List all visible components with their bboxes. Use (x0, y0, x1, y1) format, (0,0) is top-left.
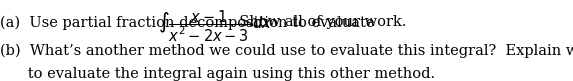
Text: . Show all of your work.: . Show all of your work. (230, 15, 407, 29)
Text: (b)  What’s another method we could use to evaluate this integral?  Explain why.: (b) What’s another method we could use t… (0, 43, 573, 58)
Text: to evaluate the integral again using this other method.: to evaluate the integral again using thi… (0, 67, 435, 81)
Text: (a)  Use partial fraction decomposition to evaluate: (a) Use partial fraction decomposition t… (0, 15, 375, 30)
Text: $\int \dfrac{x-1}{x^2-2x-3}\,dx$: $\int \dfrac{x-1}{x^2-2x-3}\,dx$ (158, 8, 272, 44)
